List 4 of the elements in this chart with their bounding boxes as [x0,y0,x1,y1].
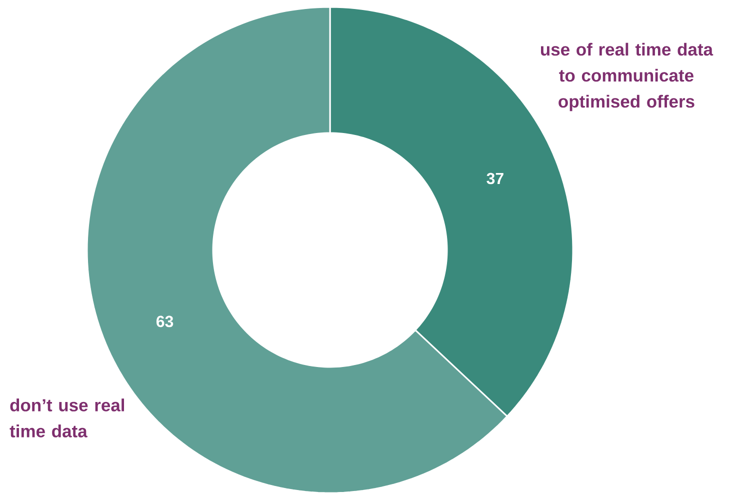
slice-label: don’t use real time data [10,398,124,438]
data-label: 63 [156,316,174,328]
data-label: 37 [486,172,504,184]
slice-label: use of real time data to communicate optimised offers [540,42,714,112]
